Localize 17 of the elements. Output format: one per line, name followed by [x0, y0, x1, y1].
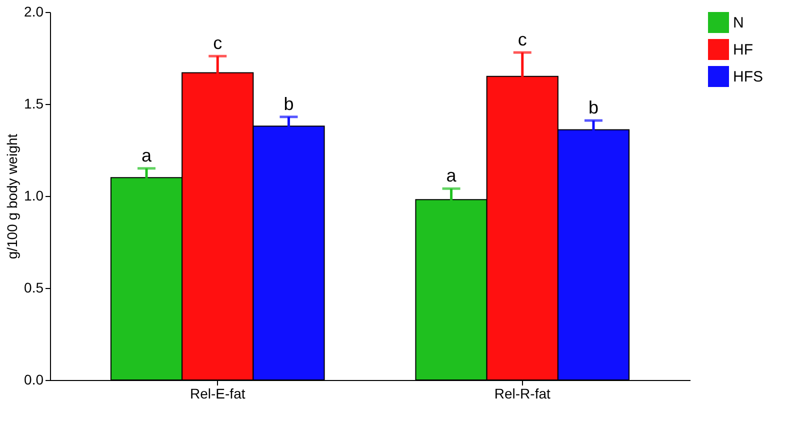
legend-label: N: [733, 14, 744, 32]
annotation: c: [518, 29, 527, 50]
x-tick-label: Rel-R-fat: [494, 386, 550, 402]
annotation: b: [284, 94, 294, 114]
y-tick-label: 2.0: [24, 4, 44, 20]
x-tick-label: Rel-E-fat: [190, 386, 246, 402]
y-axis-title: g/100 g body weight: [4, 134, 20, 260]
annotation: a: [142, 145, 152, 166]
legend-label: HFS: [733, 68, 763, 86]
annotation: b: [588, 98, 598, 118]
y-tick-label: 1.5: [24, 96, 44, 112]
y-tick-label: 0.5: [24, 280, 44, 296]
legend-label: HF: [733, 42, 753, 58]
annotation: a: [446, 166, 458, 186]
annotation: c: [213, 33, 222, 54]
y-tick-label: 0.0: [24, 372, 44, 388]
y-tick-label: 1.0: [24, 188, 44, 204]
